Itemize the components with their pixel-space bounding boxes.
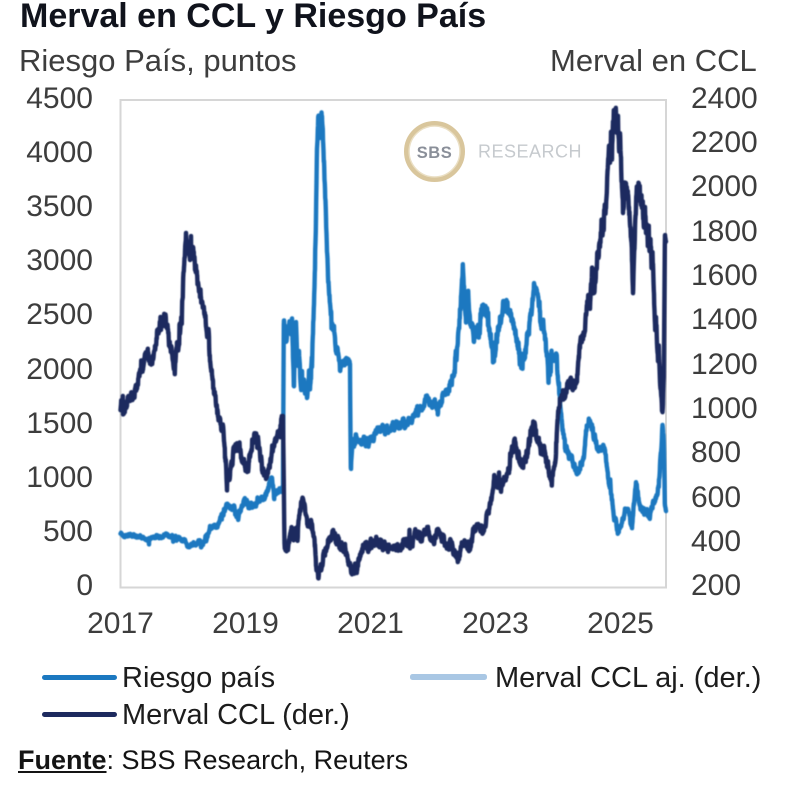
svg-text:SBS: SBS bbox=[417, 144, 452, 162]
svg-text:RESEARCH: RESEARCH bbox=[478, 142, 582, 162]
